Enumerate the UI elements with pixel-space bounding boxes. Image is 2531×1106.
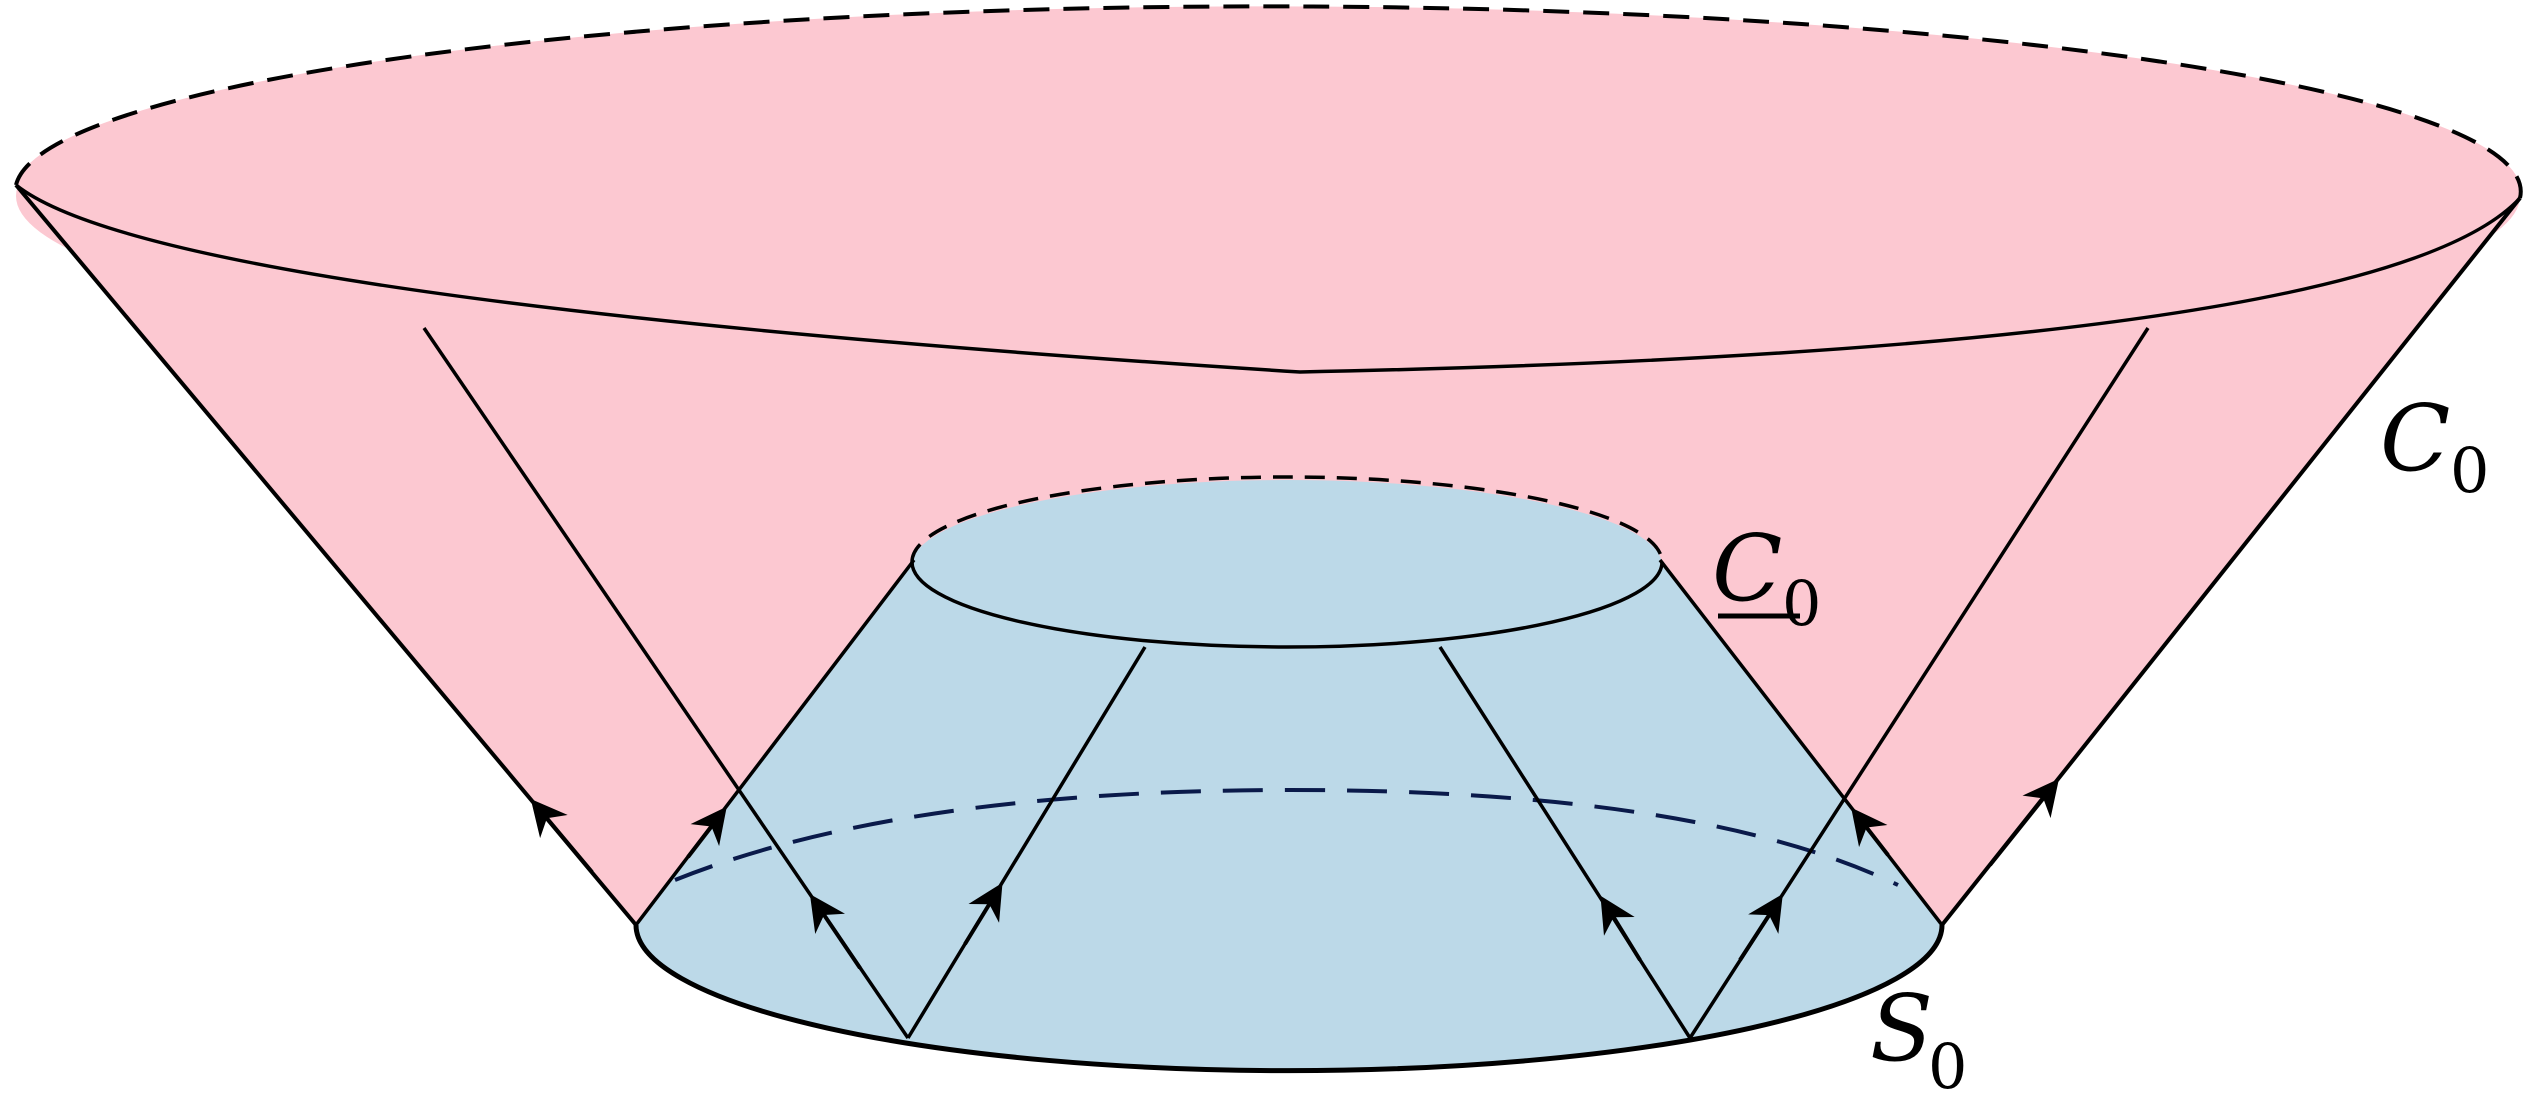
label-base-surface-sub: 0: [1928, 1030, 1967, 1103]
label-outer-cone-main: C: [2380, 385, 2450, 492]
ray-left-outer-arrow: [809, 894, 862, 970]
inner-cone-top-rim-back: [910, 475, 1664, 563]
ray-left-inner: [906, 646, 1147, 1039]
label-outer-cone-sub: 0: [2450, 434, 2489, 507]
label-base-surface-main: S: [1870, 975, 1933, 1082]
base-ellipse-back: [674, 787, 1899, 887]
inner-cone-left-edge: [634, 558, 916, 927]
inner-right-edge-arrow: [1851, 807, 1890, 857]
label-inner-cone-sub: 0: [1782, 567, 1821, 640]
inner-cone-top-cap: [912, 480, 1662, 650]
ray-right-inner-arrow: [1600, 895, 1642, 962]
label-outer-cone: C 0: [2380, 385, 2489, 507]
label-inner-cone: C 0: [1712, 515, 1821, 640]
outer-cone-top-cap: [16, 11, 2520, 381]
outer-cone-top-rim-back: [14, 4, 2523, 199]
light-rays: [422, 327, 2150, 1039]
outer-left-edge-arrow: [530, 798, 594, 874]
ray-right-inner: [1438, 646, 1692, 1039]
inner-cone-right-edge: [1658, 558, 1944, 927]
label-inner-cone-main: C: [1712, 515, 1782, 622]
inner-cone-top-rim-front: [910, 561, 1664, 649]
ray-left-inner-arrow: [963, 882, 1003, 946]
inner-left-edge-arrow: [686, 806, 727, 859]
ray-right-outer-arrow: [1738, 893, 1783, 962]
label-base-surface: S 0: [1870, 975, 1967, 1103]
outer-cone-top-rim-front: [14, 183, 2522, 374]
outer-right-edge-arrow: [1988, 778, 2059, 867]
base-ellipse-front: [633, 924, 1945, 1074]
